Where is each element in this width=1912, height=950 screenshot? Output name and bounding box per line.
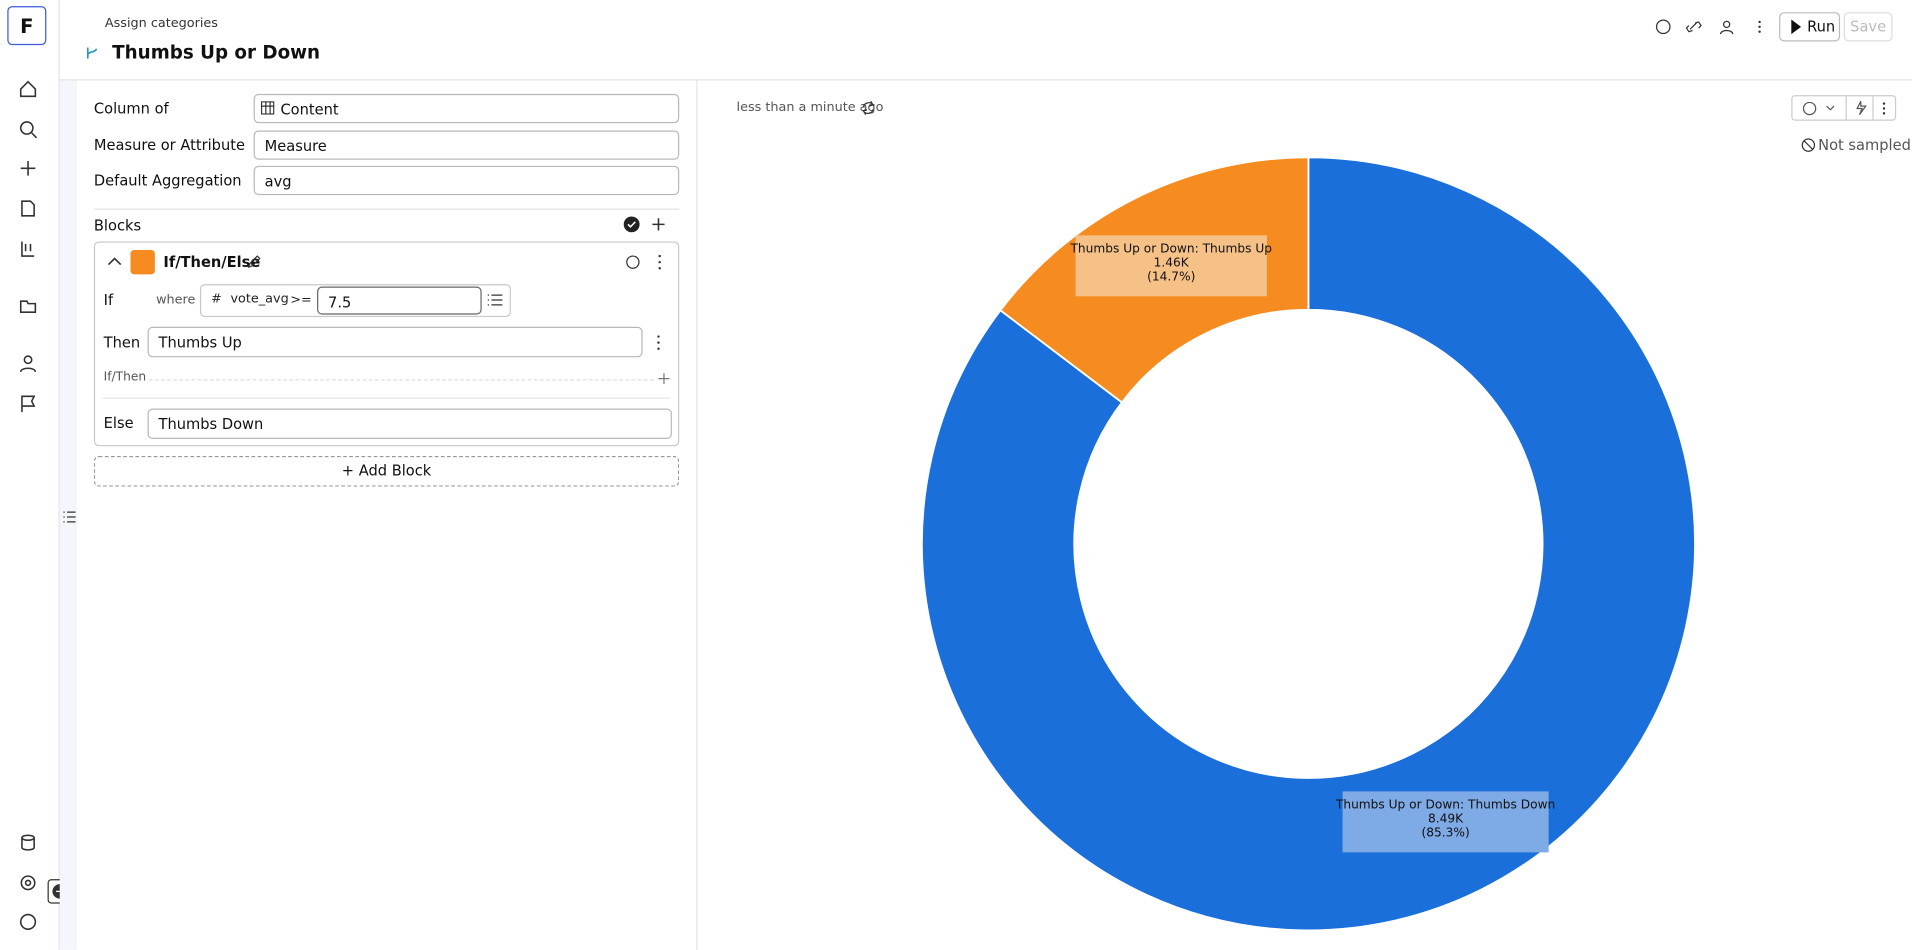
donut-chart: Thumbs Up or Down: Thumbs Down8.49K(85.3…	[920, 156, 1696, 932]
lab-icon[interactable]	[18, 239, 38, 259]
hash-icon: #	[210, 291, 222, 307]
then-input[interactable]: Thumbs Up	[147, 326, 643, 358]
search-icon[interactable]	[18, 120, 38, 140]
block-icon	[130, 249, 155, 275]
header: Assign categories Thumbs Up or Down Run …	[59, 0, 1912, 81]
field-label: Measure or Attribute	[93, 135, 245, 154]
separator	[102, 397, 671, 399]
column-name[interactable]: vote_avg	[230, 291, 289, 307]
edit-icon[interactable]	[18, 199, 38, 219]
add-icon[interactable]	[18, 159, 38, 179]
threshold-input[interactable]: 7.5	[317, 286, 482, 315]
condition[interactable]: # vote_avg >= 7.5	[199, 284, 511, 318]
blocks-title: Blocks	[93, 217, 142, 235]
branch-icon	[87, 47, 98, 59]
list-button[interactable]	[487, 293, 504, 308]
updated-time: less than a minute ago	[736, 99, 884, 115]
block-name: If/Then/Else	[163, 253, 261, 271]
dashed-line	[148, 379, 654, 381]
sidebar: F	[0, 0, 60, 950]
header-icons[interactable]	[1655, 18, 1838, 35]
add-block-button[interactable]: + Add Block	[93, 456, 680, 487]
field-input[interactable]: Content	[253, 93, 680, 124]
operator[interactable]: >=	[290, 292, 312, 308]
field-label: Default Aggregation	[93, 171, 242, 190]
run-label[interactable]: Run	[1807, 18, 1836, 36]
chart-toolbar[interactable]	[1791, 95, 1897, 121]
not-sampled-icon	[1801, 138, 1816, 152]
logo[interactable]: F	[7, 6, 47, 46]
home-icon[interactable]	[18, 79, 38, 99]
field-input[interactable]: Measure	[253, 129, 680, 160]
run-button[interactable]: Run	[1779, 12, 1841, 42]
donut-segment	[920, 156, 1696, 932]
field-label: Column of	[93, 99, 169, 118]
add-if-then[interactable]	[658, 373, 670, 385]
save-button[interactable]: Save	[1843, 12, 1893, 42]
database-icon[interactable]	[18, 833, 38, 853]
block-actions[interactable]	[626, 254, 670, 271]
label-box	[1075, 235, 1267, 297]
if-then-label: If/Then	[103, 370, 147, 385]
else-input[interactable]: Thumbs Down	[147, 408, 672, 439]
block-card: If/Then/Else If where # vote_avg >= 7.5 …	[93, 241, 680, 447]
segment-label: Thumbs Up or Down: Thumbs Down	[1335, 797, 1555, 811]
user-icon[interactable]	[18, 354, 38, 374]
segment-label: Thumbs Up or Down: Thumbs Up	[1069, 241, 1272, 255]
rename-icon[interactable]	[246, 255, 261, 270]
page-title: Thumbs Up or Down	[112, 41, 321, 64]
else-label: Else	[103, 414, 134, 432]
flag-icon[interactable]	[18, 394, 38, 414]
table-icon	[260, 101, 275, 115]
settings-icon[interactable]	[18, 873, 38, 893]
separator	[93, 208, 680, 210]
help-icon[interactable]	[18, 912, 38, 932]
then-menu[interactable]	[656, 334, 661, 351]
where-label: where	[156, 292, 196, 308]
segment-label: (14.7%)	[1147, 269, 1195, 283]
label-box	[1342, 791, 1549, 853]
segment-label: (85.3%)	[1421, 826, 1469, 840]
breadcrumb[interactable]: Assign categories	[104, 15, 218, 31]
folder-icon[interactable]	[18, 296, 38, 316]
refresh-icon[interactable]	[861, 100, 876, 116]
blocks-actions[interactable]	[623, 216, 672, 233]
field-input[interactable]: avg	[253, 165, 680, 196]
collapse-icon[interactable]	[107, 256, 122, 266]
collapse-strip	[59, 80, 77, 950]
list-icon[interactable]	[62, 510, 77, 525]
add-block-label[interactable]: Add Block	[358, 462, 432, 480]
divider	[696, 80, 698, 950]
segment-label: 1.46K	[1154, 255, 1190, 269]
then-label: Then	[103, 334, 141, 352]
segment-label: 8.49K	[1428, 811, 1464, 825]
sampling-status: Not sampled	[1818, 136, 1911, 154]
if-label: If	[103, 291, 114, 309]
